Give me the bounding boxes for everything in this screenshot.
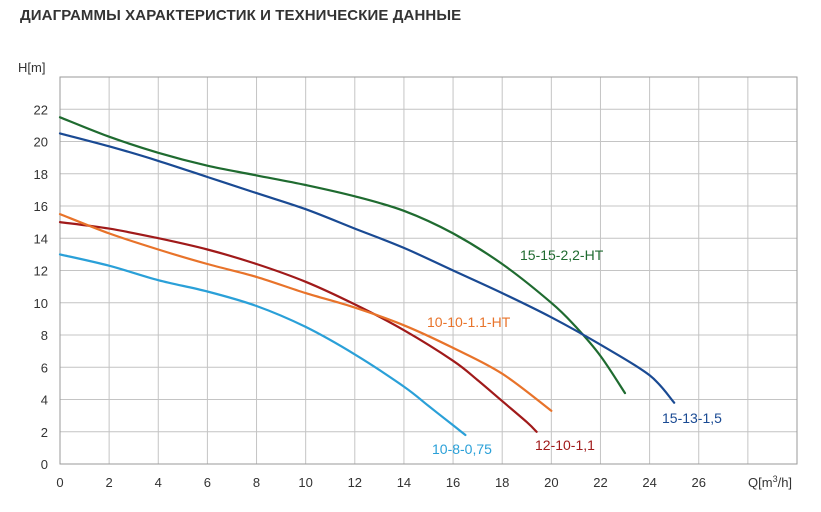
- y-tick-label: 0: [41, 457, 48, 472]
- x-tick-label: 24: [642, 475, 656, 490]
- x-tick-label: 12: [348, 475, 362, 490]
- x-axis-label: Q[m3/h]: [748, 474, 792, 490]
- plot-frame: [59, 76, 798, 465]
- y-tick-label: 22: [34, 102, 48, 117]
- series-line: [58, 132, 676, 404]
- y-tick-label: 8: [41, 328, 48, 343]
- x-tick-label: 0: [56, 475, 63, 490]
- y-tick-label: 14: [34, 231, 48, 246]
- series-line: [58, 116, 627, 395]
- y-tick-label: 12: [34, 264, 48, 279]
- x-tick-label: 10: [298, 475, 312, 490]
- y-axis-label: H[m]: [18, 60, 45, 75]
- series-label: 10-8-0,75: [432, 441, 492, 457]
- series-line: [58, 213, 553, 412]
- y-tick-label: 2: [41, 425, 48, 440]
- y-tick-label: 6: [41, 360, 48, 375]
- x-axis-label-superscript: 3: [773, 474, 778, 484]
- chart-grid: [59, 76, 798, 465]
- y-tick-label: 10: [34, 296, 48, 311]
- chart-tick-labels: 0 2 4 6 8 10 12 14 16 18 20 22 24 2602468101214161820…: [34, 102, 706, 490]
- y-tick-label: 16: [34, 199, 48, 214]
- y-tick-label: 4: [41, 393, 48, 408]
- page-title: ДИАГРАММЫ ХАРАКТЕРИСТИК И ТЕХНИЧЕСКИЕ ДА…: [20, 7, 462, 24]
- y-tick-label: 18: [34, 167, 48, 182]
- x-axis-label-end: /h]: [778, 475, 792, 490]
- x-tick-label: 8: [253, 475, 260, 490]
- x-tick-label: 18: [495, 475, 509, 490]
- x-tick-label: 4: [155, 475, 162, 490]
- x-axis-label-main: Q[m: [748, 475, 773, 490]
- series-label: 12-10-1,1: [535, 437, 595, 453]
- x-tick-label: 6: [204, 475, 211, 490]
- x-tick-label: 14: [397, 475, 411, 490]
- x-tick-label: 2: [106, 475, 113, 490]
- series-line: [58, 221, 538, 433]
- chart-series-labels: 15-15-2,2-HT 15-13-1,5 12-10-1,1 10-10-1.1-…: [427, 247, 722, 457]
- y-tick-label: 20: [34, 135, 48, 150]
- series-label: 10-10-1.1-HT: [427, 314, 511, 330]
- series-line: [58, 253, 467, 437]
- series-label: 15-15-2,2-HT: [520, 247, 604, 263]
- x-tick-label: 20: [544, 475, 558, 490]
- series-label: 15-13-1,5: [662, 410, 722, 426]
- x-tick-label: 26: [691, 475, 705, 490]
- x-tick-label: 16: [446, 475, 460, 490]
- x-tick-label: 22: [593, 475, 607, 490]
- chart-series-lines: [58, 116, 676, 437]
